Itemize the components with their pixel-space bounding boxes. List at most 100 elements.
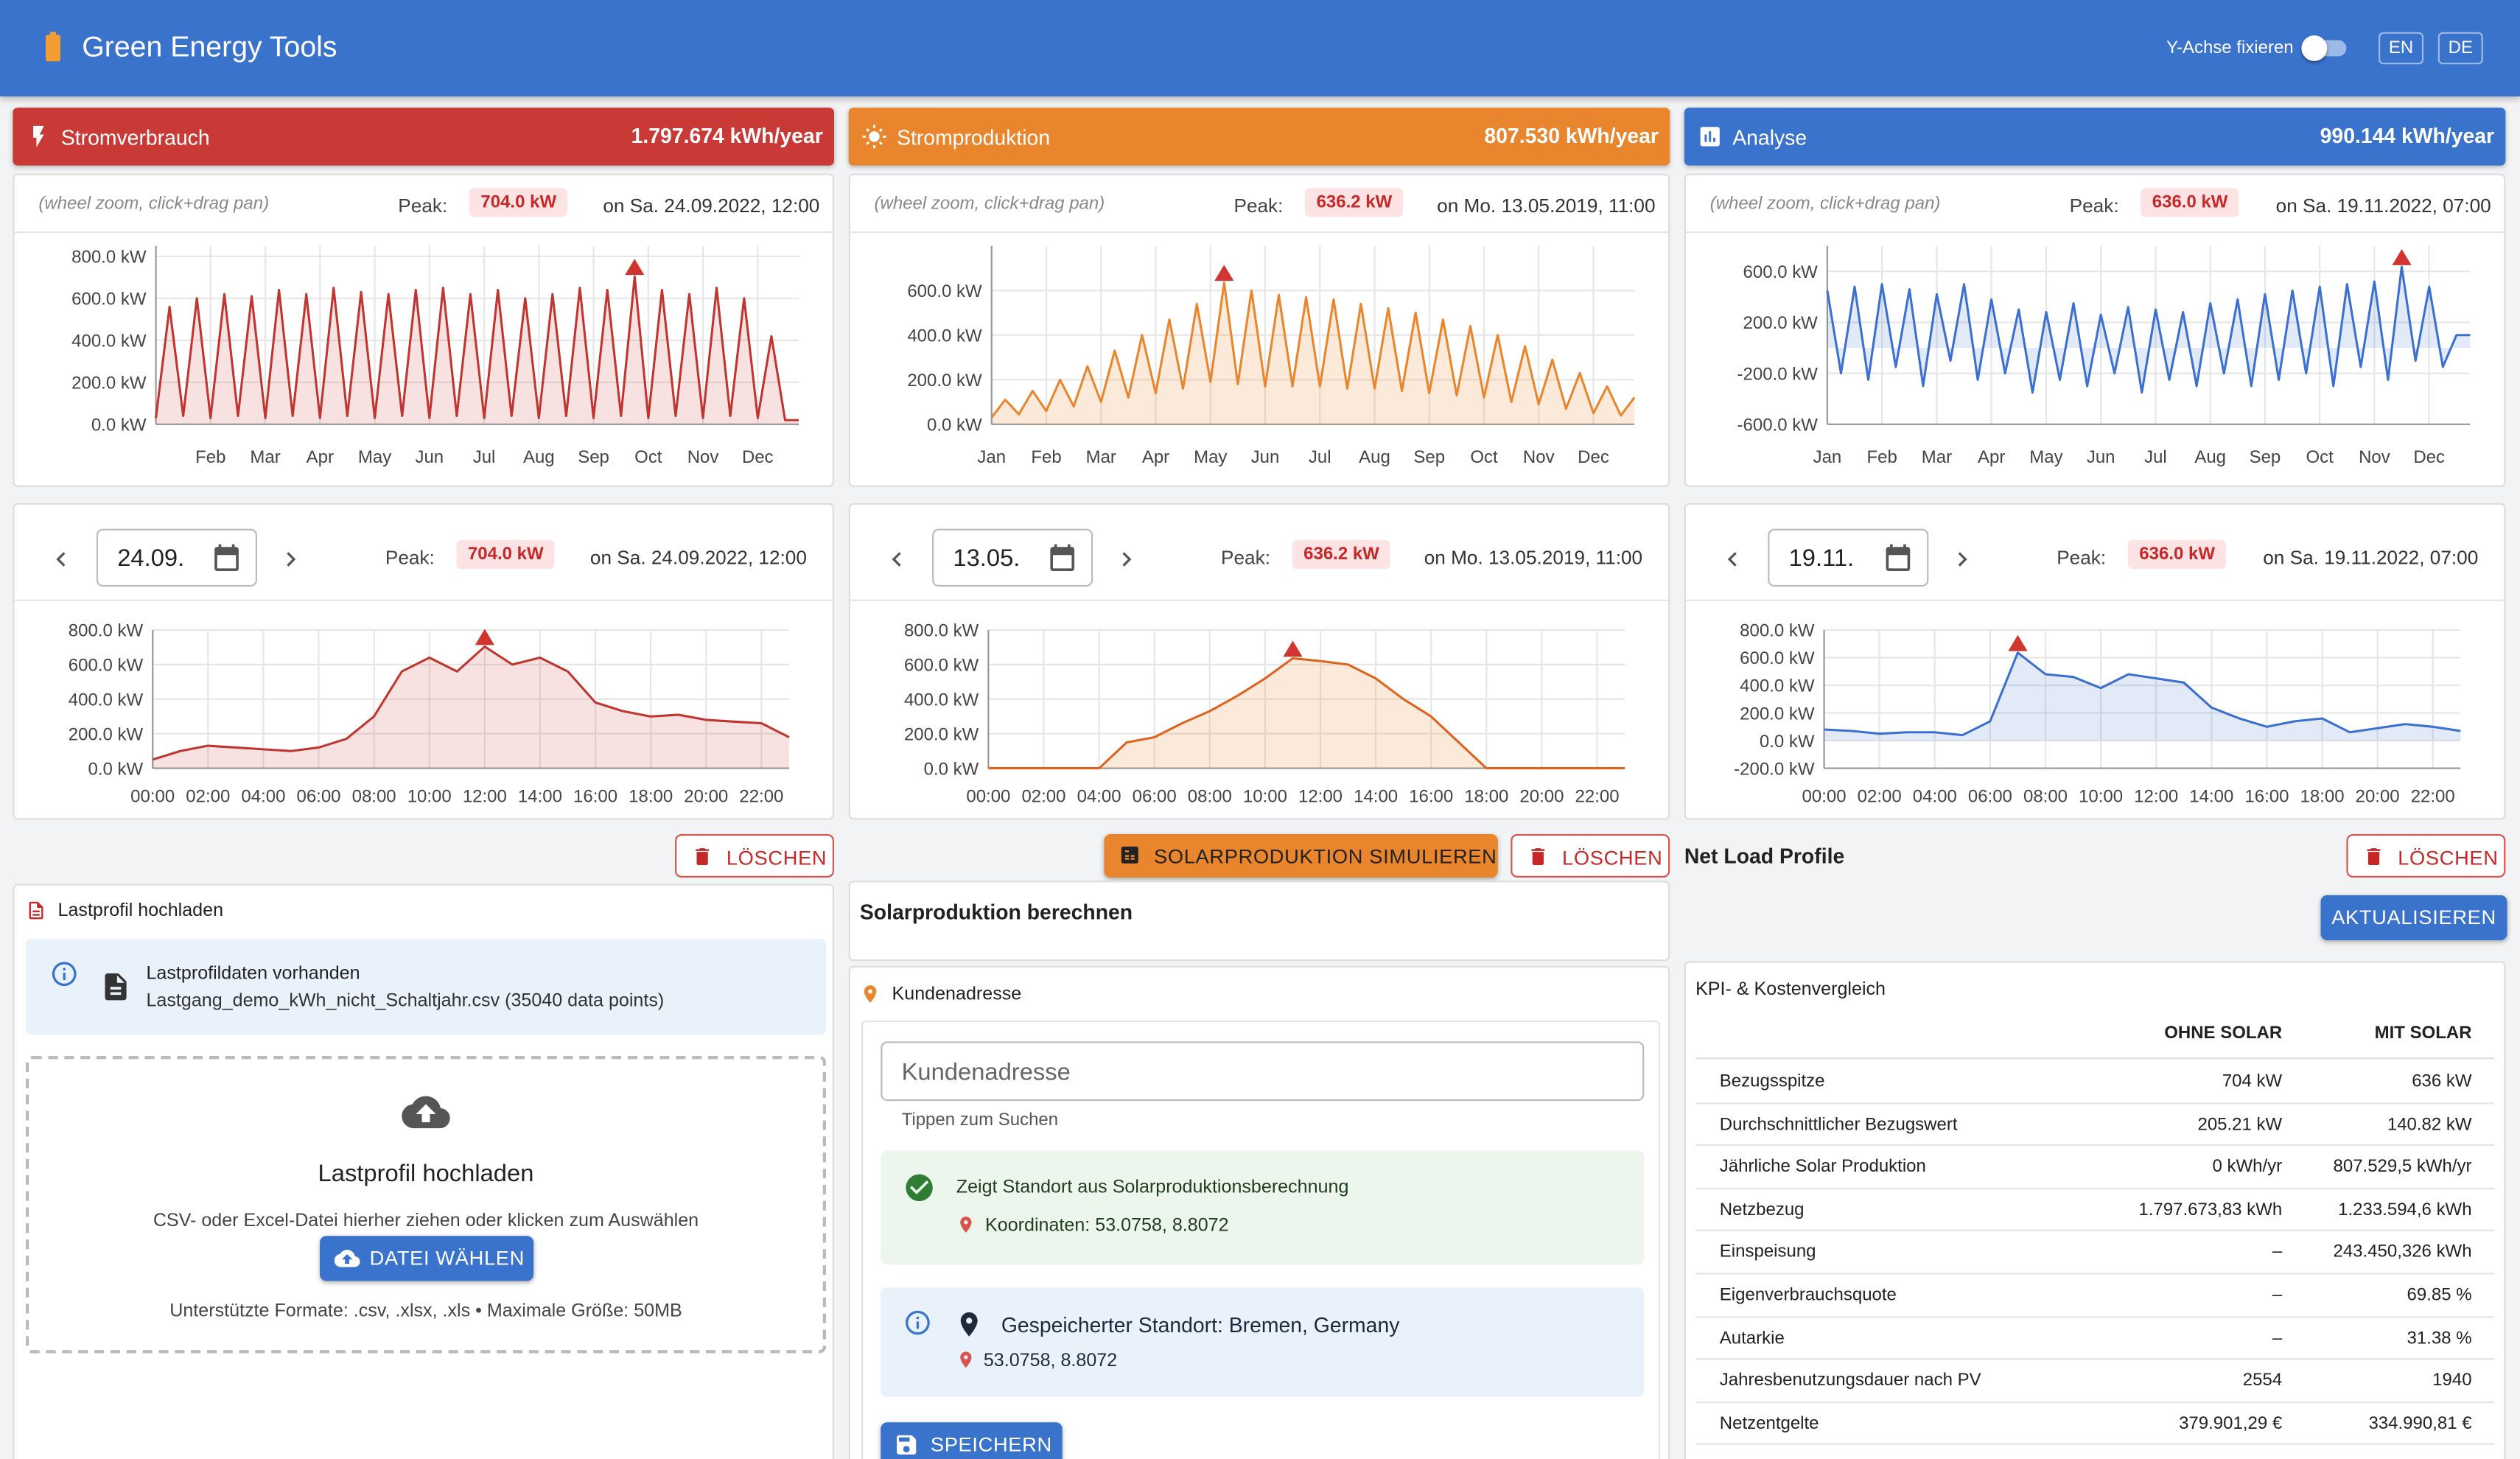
y-tick-label: 600.0 kW — [1740, 648, 1815, 668]
icon — [864, 985, 877, 1003]
chart[interactable]: 0.0 kW 200.0 kW 400.0 kW 600.0 kW 800.0 kW 00… — [850, 601, 1668, 820]
language-button[interactable]: EN — [2379, 32, 2424, 65]
icon-shape — [214, 544, 239, 572]
panel: Stromverbrauch 1.797.674 kWh/year (wheel z… — [13, 108, 835, 820]
saved-box: Gespeicherter Standort: Bremen, Germany 5… — [881, 1287, 1645, 1397]
x-tick-label: Nov — [2359, 447, 2390, 467]
delete-button[interactable]: LÖSCHEN — [675, 834, 835, 878]
x-tick-label: 22:00 — [2411, 786, 2455, 806]
row-divider — [1695, 1187, 2495, 1189]
info-title: Lastprofildaten vorhanden — [146, 964, 360, 984]
icon-shape — [897, 1435, 917, 1455]
icon-shape — [52, 962, 77, 987]
date-input[interactable]: 19.11. — [1768, 528, 1929, 587]
kpi-value: 704 kW — [2222, 1071, 2283, 1091]
kpi-value: – — [2272, 1242, 2283, 1263]
file-button[interactable]: DATEI WÄHLEN — [320, 1236, 534, 1281]
icon-shape — [45, 32, 60, 62]
kpi-value: 69.85 % — [2407, 1285, 2472, 1306]
delete-button[interactable]: LÖSCHEN — [1511, 834, 1670, 878]
x-tick-label: Feb — [195, 447, 225, 467]
y-tick-label: 200.0 kW — [69, 724, 144, 744]
x-tick-label: 16:00 — [573, 786, 617, 806]
icon — [1050, 544, 1075, 572]
area — [988, 658, 1625, 769]
header: Green Energy Tools Y-Achse fixieren EN DE — [0, 0, 2520, 97]
kpi-value: 31.38 % — [2407, 1328, 2472, 1348]
icon-shape — [1700, 127, 1720, 147]
chart[interactable]: 0.0 kW 200.0 kW 400.0 kW 600.0 kW 800.0 kW Fe… — [15, 233, 833, 487]
x-tick-label: 02:00 — [1858, 786, 1902, 806]
panel-total: 807.530 kWh/year — [1484, 123, 1659, 148]
chart[interactable]: 0.0 kW 200.0 kW 400.0 kW 600.0 kW Jan Feb Mar A… — [850, 233, 1668, 487]
chart[interactable]: -600.0 kW -200.0 kW 200.0 kW 600.0 kW Jan Feb… — [1686, 233, 2504, 487]
info-box: Lastprofildaten vorhanden Lastgang_demo_k… — [25, 938, 827, 1035]
chart-card: (wheel zoom, click+drag pan) on Sa. 19.11… — [1684, 173, 2506, 487]
icon-shape — [105, 973, 127, 1001]
drop-zone[interactable]: Lastprofil hochladen CSV- oder Excel-Date… — [25, 1055, 827, 1354]
icon-shape — [960, 1312, 978, 1337]
simulate-button[interactable]: SOLARPRODUKTION SIMULIEREN — [1104, 834, 1498, 878]
drop-title: Lastprofil hochladen — [318, 1160, 534, 1188]
toggle[interactable] — [2301, 35, 2347, 61]
x-tick-label: 08:00 — [352, 786, 396, 806]
button-label: DATEI WÄHLEN — [369, 1247, 525, 1270]
icon — [862, 125, 886, 149]
kpi-label: Durchschnittlicher Bezugswert — [1719, 1114, 1958, 1134]
divider — [14, 599, 833, 601]
x-tick-label: 20:00 — [2356, 786, 2400, 806]
peak-value: 636.2 kW — [1305, 188, 1404, 217]
saved-coords: 53.0758, 8.8072 — [983, 1351, 1118, 1371]
kpi-label: Jährliche Solar Produktion — [1719, 1157, 1926, 1177]
peak-label: Peak: — [398, 194, 448, 217]
x-tick-label: 18:00 — [629, 786, 673, 806]
x-tick-label: Feb — [1031, 447, 1061, 467]
address-card: Kundenadresse Kundenadresse Tippen zum Suc… — [848, 965, 1670, 1459]
x-tick-label: Jan — [977, 447, 1006, 467]
panel: Stromproduktion 807.530 kWh/year (wheel zo… — [848, 108, 1670, 820]
y-tick-label: 600.0 kW — [904, 656, 979, 676]
chart[interactable]: -200.0 kW 0.0 kW 200.0 kW 400.0 kW 600.0 kW 8… — [1686, 601, 2504, 820]
chart[interactable]: 0.0 kW 200.0 kW 400.0 kW 600.0 kW 800.0 kW 00… — [15, 601, 833, 820]
column-header: OHNE SOLAR — [2164, 1024, 2283, 1043]
icon-shape — [960, 1351, 972, 1368]
x-tick-label: 12:00 — [463, 786, 507, 806]
x-tick-label: Dec — [1578, 447, 1609, 467]
divider — [850, 231, 1669, 234]
saved-location: Gespeicherter Standort: Bremen, Germany — [1001, 1312, 1400, 1337]
x-tick-label: Sep — [2250, 447, 2281, 467]
kpi-value: 379.901,29 € — [2179, 1413, 2283, 1434]
x-tick-label: Feb — [1867, 447, 1897, 467]
address-input[interactable]: Kundenadresse — [881, 1041, 1645, 1102]
line — [155, 275, 799, 421]
x-tick-label: 12:00 — [1298, 786, 1343, 806]
x-tick-label: Dec — [2413, 447, 2445, 467]
y-tick-label: 600.0 kW — [71, 290, 147, 309]
panel-title: Stromverbrauch — [60, 125, 210, 150]
date-input[interactable]: 13.05. — [932, 528, 1093, 587]
x-tick-label: Dec — [742, 447, 774, 467]
language-button[interactable]: DE — [2437, 32, 2483, 65]
x-tick-label: Sep — [1413, 447, 1445, 467]
x-tick-label: 10:00 — [407, 786, 452, 806]
area — [1824, 652, 2461, 741]
row-divider — [1695, 1401, 2495, 1403]
row-divider — [1695, 1358, 2495, 1360]
peak-value: 704.0 kW — [456, 539, 555, 570]
helper-text: Tippen zum Suchen — [901, 1110, 1059, 1130]
save-button[interactable]: SPEICHERN — [881, 1422, 1063, 1459]
delete-button[interactable]: LÖSCHEN — [2346, 834, 2506, 878]
hint: (wheel zoom, click+drag pan) — [874, 194, 1105, 214]
icon — [56, 552, 66, 567]
icon — [1958, 552, 1967, 567]
x-tick-label: 06:00 — [1968, 786, 2012, 806]
update-button[interactable]: AKTUALISIEREN — [2320, 895, 2507, 940]
kpi-value: 2554 — [2242, 1371, 2283, 1391]
y-tick-label: -200.0 kW — [1737, 364, 1819, 384]
date-input[interactable]: 24.09. — [96, 528, 257, 587]
placeholder: Kundenadresse — [901, 1059, 1071, 1087]
icon — [1121, 846, 1138, 864]
peak-marker — [2008, 634, 2028, 651]
icon — [1886, 544, 1911, 572]
